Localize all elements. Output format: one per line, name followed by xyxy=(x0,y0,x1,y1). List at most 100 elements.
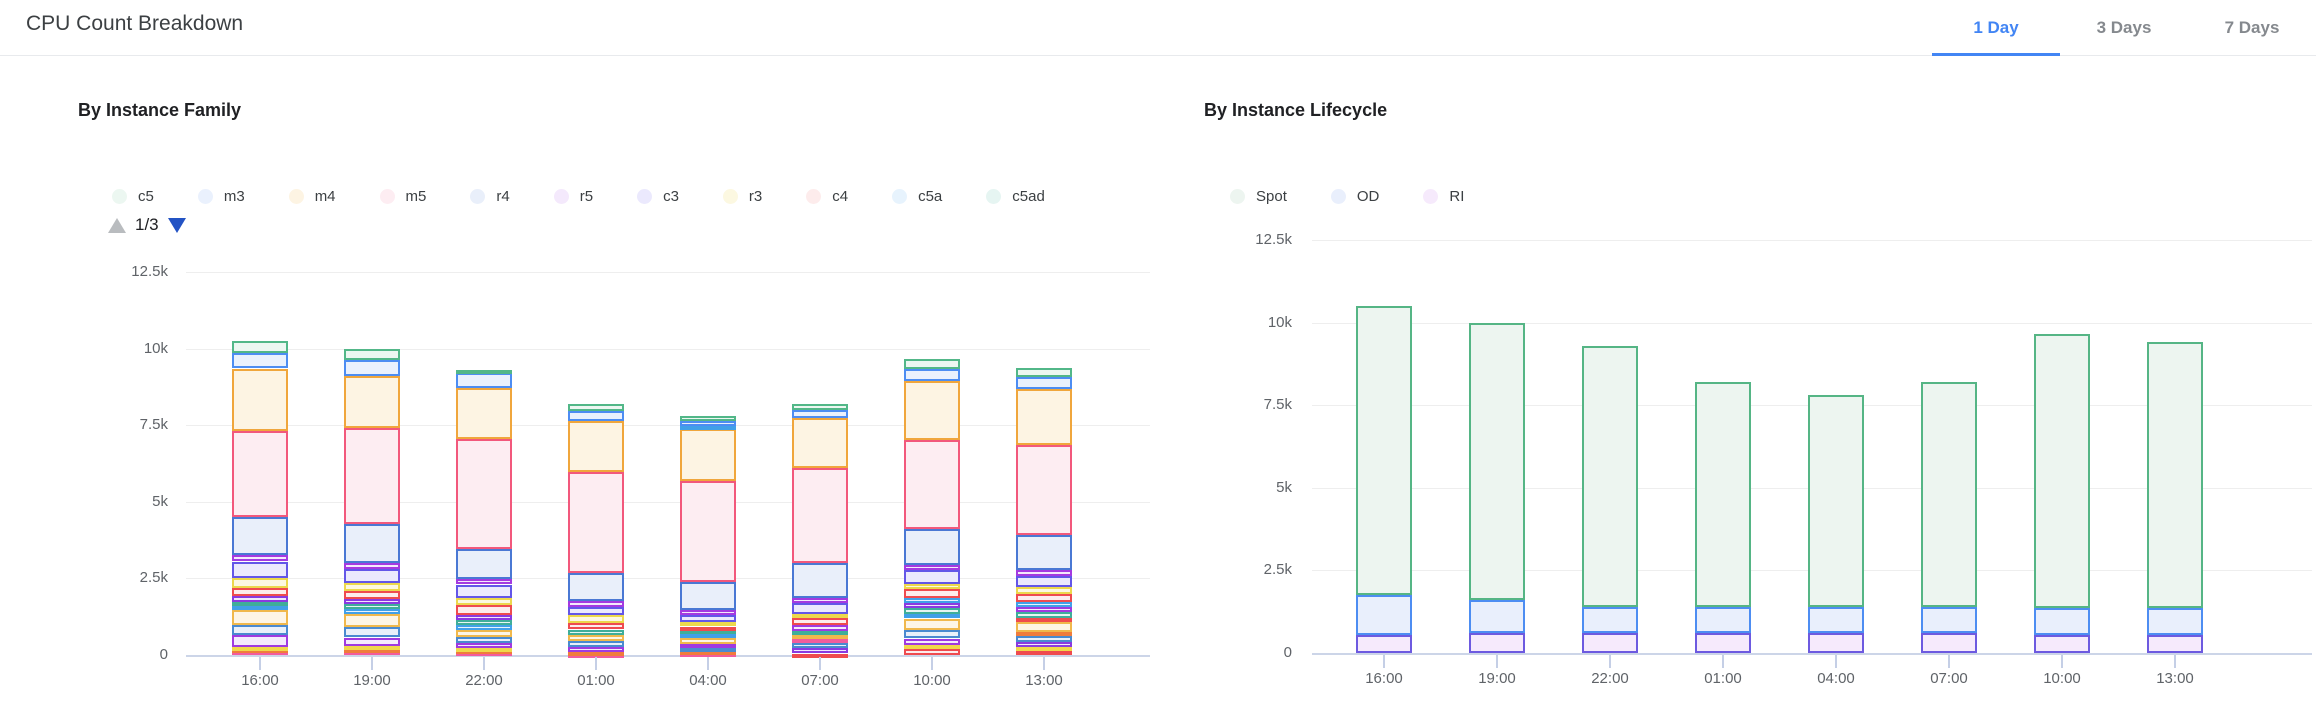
bar-segment-instance-family-19:00-6[interactable] xyxy=(344,609,400,615)
bar-segment-instance-family-13:00-9[interactable] xyxy=(1016,602,1072,607)
bar-segment-instance-family-01:00-11[interactable] xyxy=(568,472,624,574)
bar-segment-instance-family-13:00-3[interactable] xyxy=(1016,636,1072,642)
bar-segment-instance-family-04:00-15[interactable] xyxy=(680,421,736,427)
bar-segment-instance-lifecycle-07:00-2[interactable] xyxy=(1921,382,1977,607)
bar-segment-instance-lifecycle-22:00-1[interactable] xyxy=(1582,606,1638,634)
bar-segment-instance-family-19:00-12[interactable] xyxy=(344,562,400,569)
bar-segment-instance-family-16:00-11[interactable] xyxy=(232,561,288,579)
bar-segment-instance-family-16:00-12[interactable] xyxy=(232,555,288,562)
bar-segment-instance-family-10:00-2[interactable] xyxy=(904,638,960,646)
bar-segment-instance-family-01:00-1[interactable] xyxy=(568,651,624,656)
bar-segment-instance-family-07:00-1[interactable] xyxy=(792,648,848,654)
bar-segment-instance-family-16:00-17[interactable] xyxy=(232,340,288,354)
bar-segment-instance-family-10:00-4[interactable] xyxy=(904,618,960,630)
bar-segment-instance-family-19:00-17[interactable] xyxy=(344,348,400,360)
legend-item-c5a[interactable]: c5a xyxy=(892,188,942,205)
bar-segment-instance-lifecycle-04:00-1[interactable] xyxy=(1808,606,1864,634)
bar-segment-instance-family-10:00-9[interactable] xyxy=(904,588,960,598)
bar-segment-instance-family-13:00-6[interactable] xyxy=(1016,617,1072,622)
bar-segment-instance-family-07:00-12[interactable] xyxy=(792,467,848,564)
bar-segment-instance-family-10:00-17[interactable] xyxy=(904,359,960,370)
bar-segment-instance-family-04:00-13[interactable] xyxy=(680,429,736,481)
bar-segment-instance-family-22:00-11[interactable] xyxy=(456,584,512,598)
bar-segment-instance-family-13:00-7[interactable] xyxy=(1016,611,1072,618)
bar-segment-instance-family-16:00-3[interactable] xyxy=(232,635,288,647)
bar-segment-instance-family-19:00-10[interactable] xyxy=(344,582,400,592)
bar-segment-instance-family-04:00-8[interactable] xyxy=(680,621,736,627)
bar-segment-instance-lifecycle-10:00-0[interactable] xyxy=(2034,634,2090,653)
bar-segment-instance-family-13:00-18[interactable] xyxy=(1016,367,1072,378)
bar-segment-instance-family-10:00-5[interactable] xyxy=(904,614,960,619)
legend-item-c5ad[interactable]: c5ad xyxy=(986,188,1045,205)
bar-segment-instance-family-04:00-2[interactable] xyxy=(680,648,736,653)
bar-segment-instance-family-16:00-7[interactable] xyxy=(232,602,288,606)
bar-segment-instance-family-16:00-2[interactable] xyxy=(232,646,288,651)
bar-segment-instance-family-04:00-6[interactable] xyxy=(680,630,736,635)
bar-segment-instance-family-19:00-5[interactable] xyxy=(344,614,400,628)
bar-segment-instance-lifecycle-19:00-0[interactable] xyxy=(1469,633,1525,653)
bar-segment-instance-family-04:00-1[interactable] xyxy=(680,651,736,656)
bar-segment-instance-family-07:00-13[interactable] xyxy=(792,417,848,468)
bar-segment-instance-family-07:00-14[interactable] xyxy=(792,409,848,418)
bar-segment-instance-lifecycle-22:00-0[interactable] xyxy=(1582,633,1638,653)
bar-segment-instance-family-16:00-15[interactable] xyxy=(232,368,288,432)
bar-segment-instance-family-13:00-12[interactable] xyxy=(1016,576,1072,587)
bar-segment-instance-family-07:00-4[interactable] xyxy=(792,635,848,640)
bar-segment-instance-family-13:00-8[interactable] xyxy=(1016,606,1072,612)
bar-segment-instance-family-16:00-9[interactable] xyxy=(232,587,288,596)
bar-segment-instance-family-13:00-10[interactable] xyxy=(1016,594,1072,602)
bar-segment-instance-family-13:00-5[interactable] xyxy=(1016,621,1072,632)
bar-segment-instance-family-13:00-4[interactable] xyxy=(1016,631,1072,636)
bar-segment-instance-family-10:00-10[interactable] xyxy=(904,583,960,589)
bar-segment-instance-family-16:00-6[interactable] xyxy=(232,605,288,610)
bar-segment-instance-family-10:00-12[interactable] xyxy=(904,564,960,571)
bar-segment-instance-family-01:00-13[interactable] xyxy=(568,411,624,422)
bar-segment-instance-family-19:00-9[interactable] xyxy=(344,591,400,599)
bar-segment-instance-family-13:00-2[interactable] xyxy=(1016,641,1072,648)
bar-segment-instance-family-07:00-8[interactable] xyxy=(792,613,848,618)
bar-segment-instance-family-22:00-4[interactable] xyxy=(456,636,512,644)
bar-segment-instance-lifecycle-13:00-2[interactable] xyxy=(2147,342,2203,609)
bar-segment-instance-family-01:00-10[interactable] xyxy=(568,573,624,602)
bar-segment-instance-family-16:00-10[interactable] xyxy=(232,578,288,588)
bar-segment-instance-family-01:00-5[interactable] xyxy=(568,629,624,636)
bar-segment-instance-family-07:00-11[interactable] xyxy=(792,563,848,598)
bar-segment-instance-lifecycle-10:00-1[interactable] xyxy=(2034,608,2090,635)
bar-segment-instance-family-01:00-4[interactable] xyxy=(568,635,624,642)
bar-segment-instance-lifecycle-16:00-1[interactable] xyxy=(1356,595,1412,635)
bar-segment-instance-family-01:00-2[interactable] xyxy=(568,646,624,652)
bar-segment-instance-lifecycle-07:00-1[interactable] xyxy=(1921,606,1977,634)
bar-segment-instance-family-04:00-10[interactable] xyxy=(680,610,736,615)
bar-segment-instance-family-07:00-15[interactable] xyxy=(792,403,848,410)
bar-segment-instance-family-16:00-5[interactable] xyxy=(232,609,288,625)
bar-segment-instance-family-22:00-10[interactable] xyxy=(456,597,512,606)
bar-segment-instance-family-16:00-4[interactable] xyxy=(232,625,288,636)
bar-segment-instance-family-22:00-14[interactable] xyxy=(456,439,512,549)
legend-item-c5[interactable]: c5 xyxy=(112,188,154,205)
bar-segment-instance-family-01:00-7[interactable] xyxy=(568,615,624,624)
bar-segment-instance-family-16:00-16[interactable] xyxy=(232,353,288,369)
bar-segment-instance-family-19:00-2[interactable] xyxy=(344,646,400,651)
bar-segment-instance-family-19:00-11[interactable] xyxy=(344,568,400,583)
bar-segment-instance-family-07:00-0[interactable] xyxy=(792,653,848,658)
bar-segment-instance-lifecycle-16:00-0[interactable] xyxy=(1356,634,1412,653)
legend-prev-icon[interactable] xyxy=(108,217,126,233)
bar-segment-instance-family-04:00-4[interactable] xyxy=(680,637,736,644)
bar-segment-instance-family-10:00-16[interactable] xyxy=(904,369,960,381)
bar-segment-instance-lifecycle-01:00-1[interactable] xyxy=(1695,606,1751,634)
bar-segment-instance-family-22:00-12[interactable] xyxy=(456,579,512,585)
bar-segment-instance-family-10:00-15[interactable] xyxy=(904,380,960,441)
bar-segment-instance-family-19:00-13[interactable] xyxy=(344,523,400,563)
bar-segment-instance-family-19:00-7[interactable] xyxy=(344,604,400,610)
bar-segment-instance-family-22:00-3[interactable] xyxy=(456,643,512,649)
bar-segment-instance-lifecycle-07:00-0[interactable] xyxy=(1921,633,1977,653)
bar-segment-instance-family-22:00-9[interactable] xyxy=(456,605,512,616)
bar-segment-instance-family-10:00-7[interactable] xyxy=(904,602,960,609)
bar-segment-instance-family-22:00-17[interactable] xyxy=(456,370,512,374)
bar-segment-instance-family-22:00-5[interactable] xyxy=(456,629,512,637)
tab-1-day[interactable]: 1 Day xyxy=(1932,0,2060,56)
legend-item-ri[interactable]: RI xyxy=(1423,188,1464,205)
bar-segment-instance-family-13:00-15[interactable] xyxy=(1016,444,1072,535)
bar-segment-instance-family-07:00-6[interactable] xyxy=(792,625,848,631)
bar-segment-instance-family-22:00-6[interactable] xyxy=(456,625,512,630)
